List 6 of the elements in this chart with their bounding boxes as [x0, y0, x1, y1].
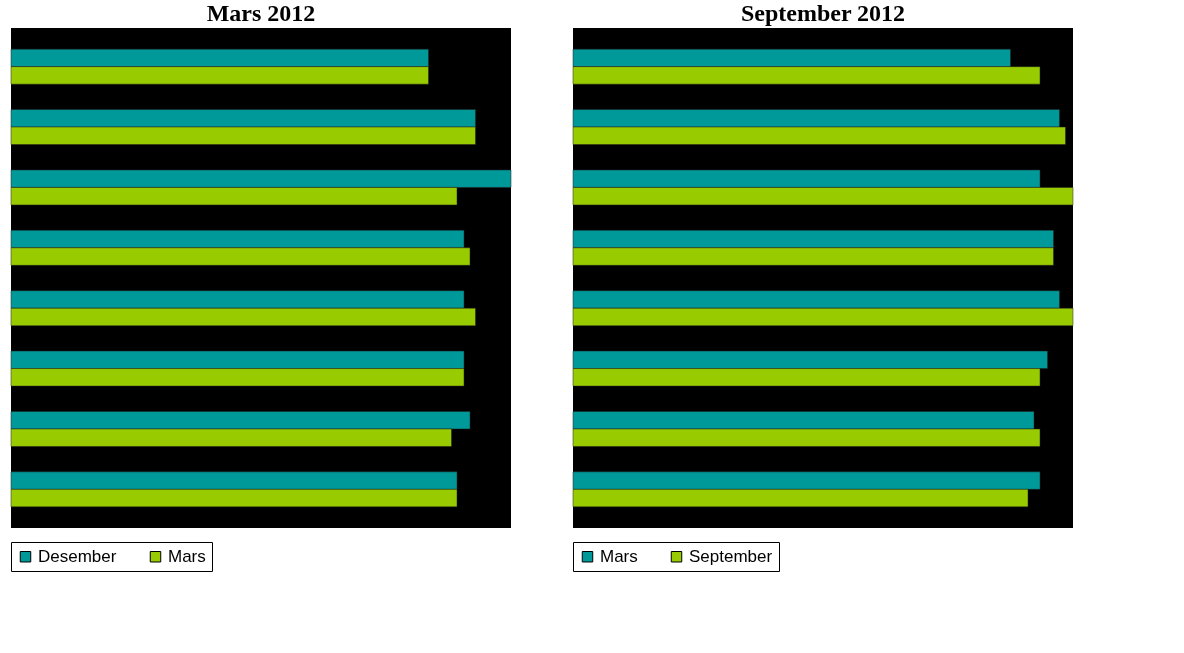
chart-title: Mars 2012: [206, 0, 316, 26]
legend-label: Mars: [600, 546, 638, 566]
legend-label: September: [689, 546, 773, 566]
legend-label: Mars: [168, 546, 206, 566]
chart-title: September 2012: [740, 0, 906, 26]
legend-label: Desember: [38, 546, 117, 566]
